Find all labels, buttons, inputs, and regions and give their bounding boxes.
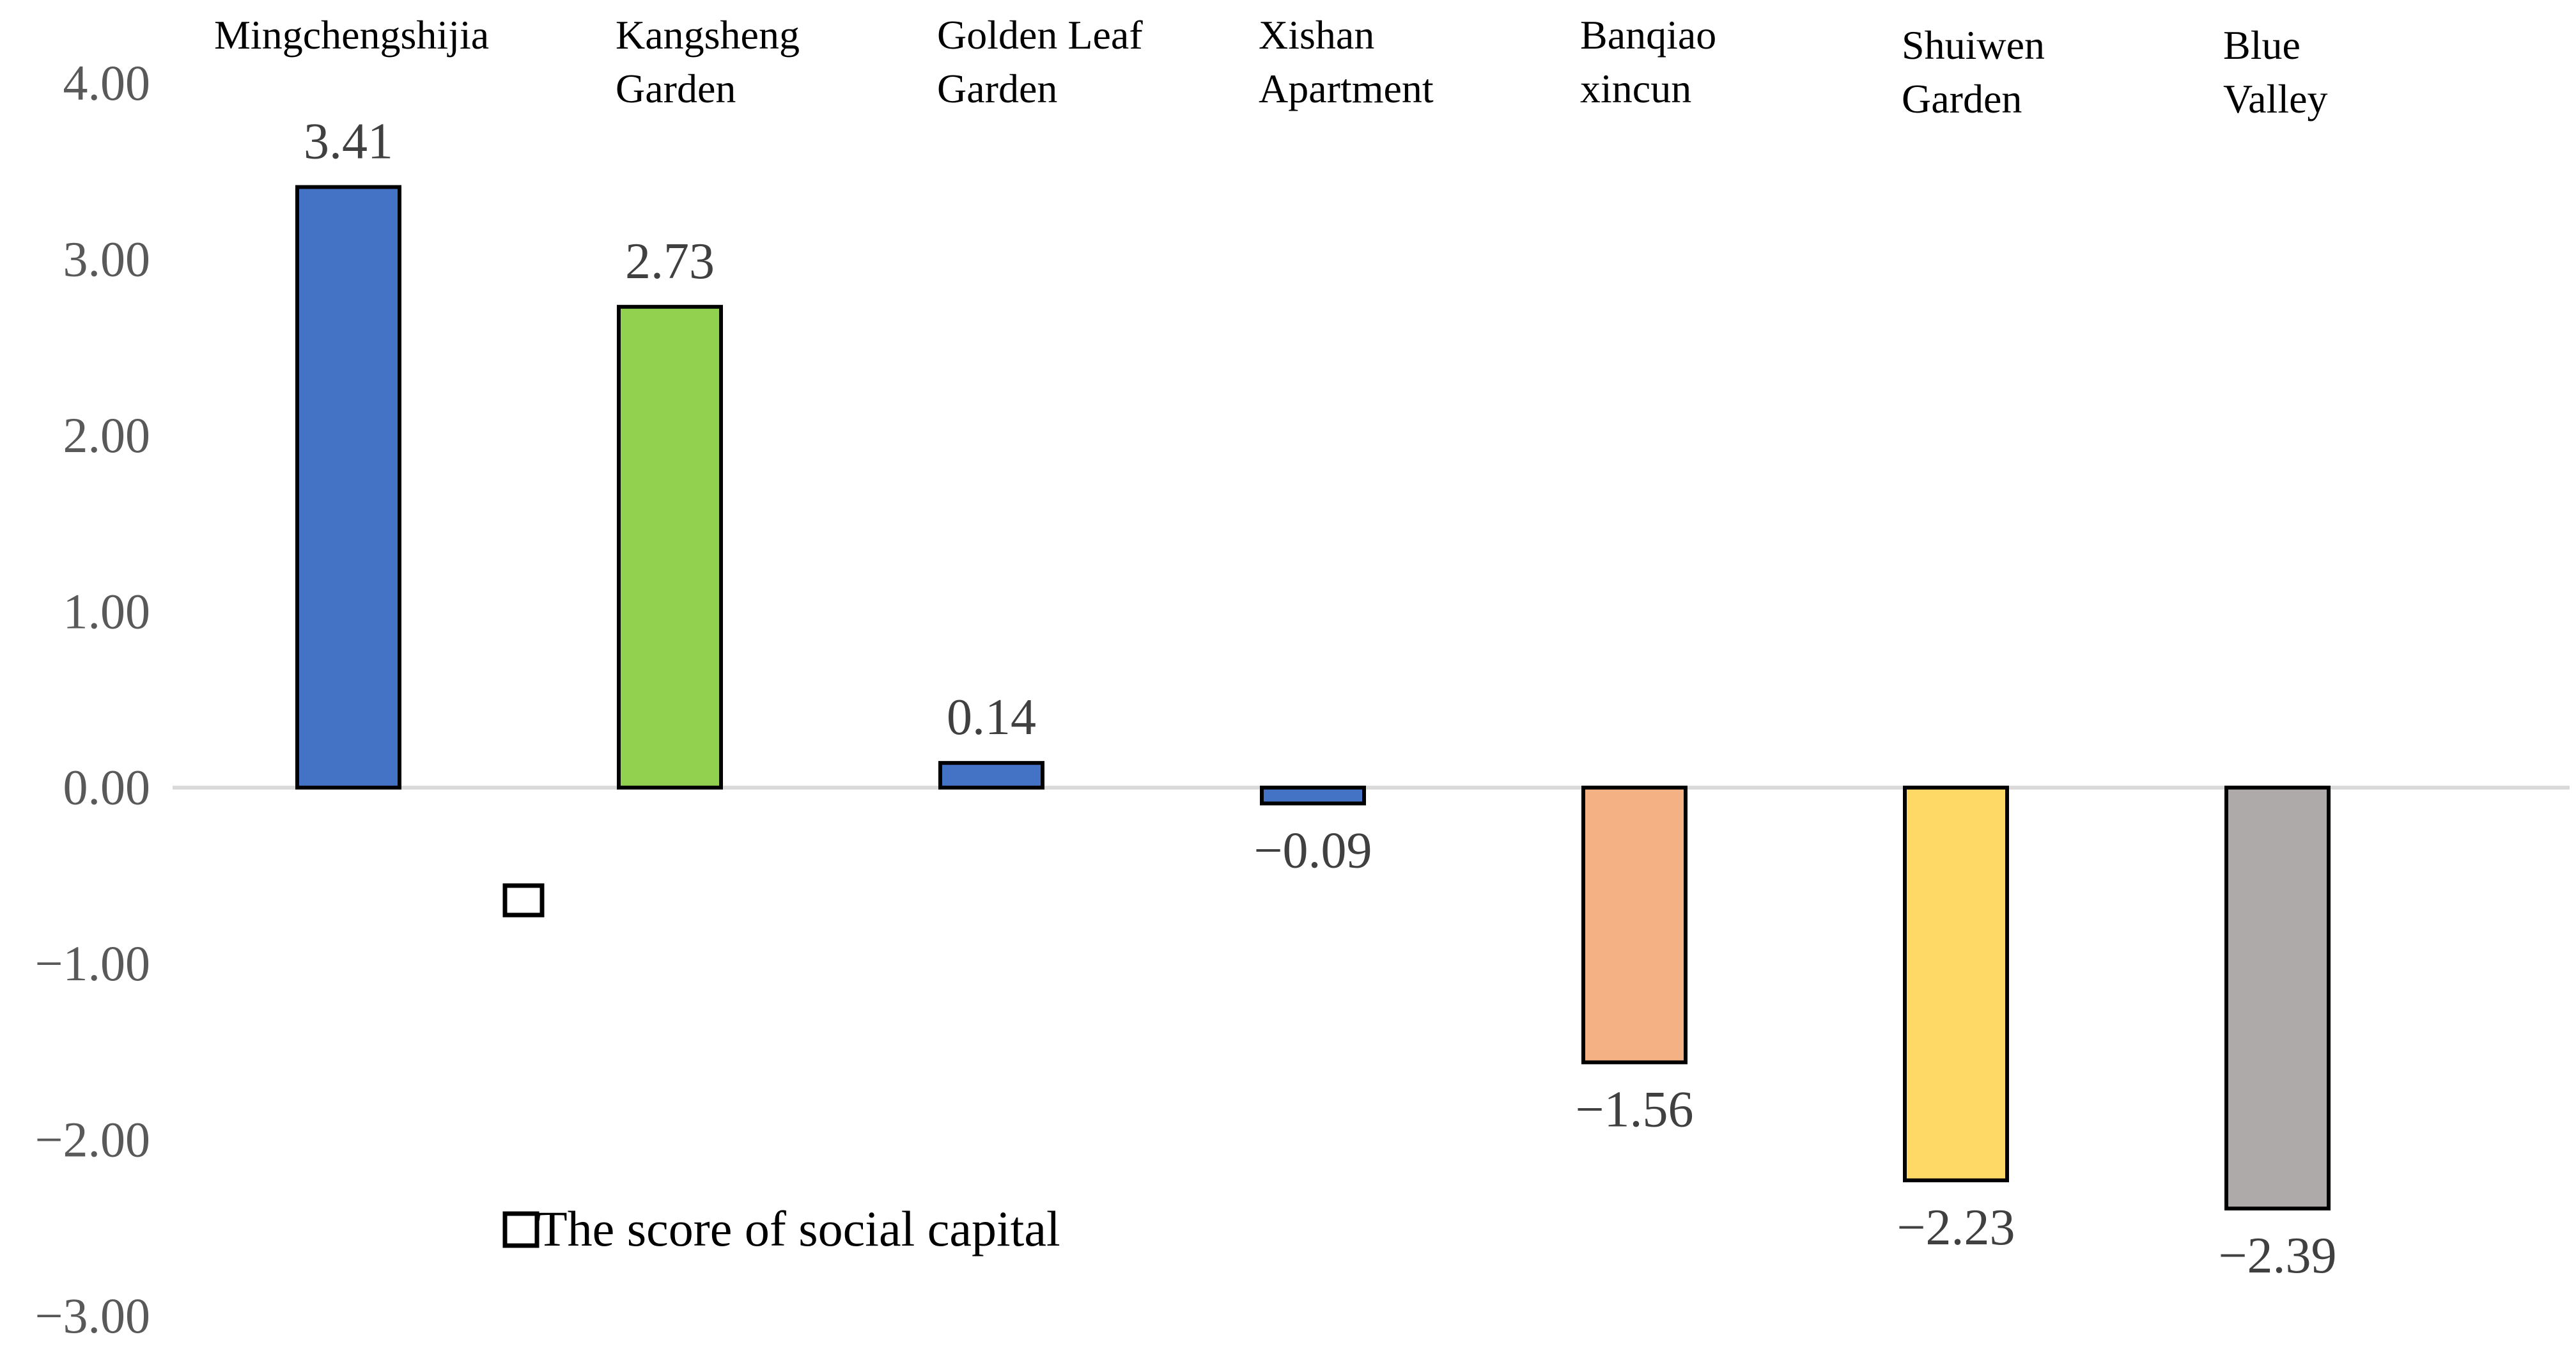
category-label-line: Xishan [1259,12,1374,58]
bar [2224,785,2331,1210]
category-label-line: Banqiao [1580,12,1716,58]
y-tick-label: −1.00 [35,935,151,991]
y-tick-label: 3.00 [63,231,151,286]
y-tick-label: −3.00 [35,1288,151,1343]
bar [617,304,723,790]
bar [1581,785,1688,1065]
category-label-line: Apartment [1259,66,1434,111]
category-label-line: Blue [2223,22,2301,68]
data-label: −2.23 [1897,1200,2015,1256]
bar [295,185,401,790]
bar [1260,785,1366,806]
y-tick-label: −2.00 [35,1112,151,1168]
y-tick-label: 1.00 [63,583,151,639]
data-label: 3.41 [304,114,393,170]
legend-swatch [502,1211,539,1248]
category-label: Xishan Apartment [1259,12,1434,111]
category-label-line: Golden Leaf [937,12,1143,58]
legend: The score of social capital [502,1201,1060,1256]
data-label: 0.14 [947,689,1036,746]
y-tick-label: 0.00 [63,760,151,815]
data-label: −2.39 [2218,1228,2336,1284]
bar-series [295,185,2331,1210]
category-label-line: Garden [937,66,1057,111]
category-label: Kangsheng Garden [616,12,800,111]
bar [938,761,1044,790]
data-label: −1.56 [1575,1081,1693,1138]
category-label-line: Valley [2223,76,2328,121]
category-label: Golden Leaf Garden [937,12,1143,111]
category-label-line: Garden [1902,76,2022,121]
bar [1903,785,2009,1182]
category-label-line: Kangsheng [616,12,800,58]
y-tick-label: 4.00 [63,55,151,111]
category-label: Mingchengshijia [214,12,489,58]
data-label: 2.73 [625,233,715,290]
category-label: Blue Valley [2223,22,2328,121]
data-label: −0.09 [1253,823,1372,879]
category-label: Banqiao xincun [1580,12,1716,111]
category-label-line: Garden [616,66,736,111]
data-labels: 3.41 2.73 0.14 −0.09 −1.56 −2.23 −2.39 [304,114,2337,1284]
category-label: Shuiwen Garden [1902,22,2045,121]
legend-marker-stray [502,883,545,918]
legend-label: The score of social capital [537,1201,1060,1256]
y-axis: 4.00 3.00 2.00 1.00 0.00 −1.00 −2.00 −3.00 [35,55,151,1343]
y-tick-label: 2.00 [63,407,151,463]
category-label-line: xincun [1580,66,1691,111]
category-label-line: Shuiwen [1902,22,2045,68]
category-label-line: Mingchengshijia [214,12,489,58]
